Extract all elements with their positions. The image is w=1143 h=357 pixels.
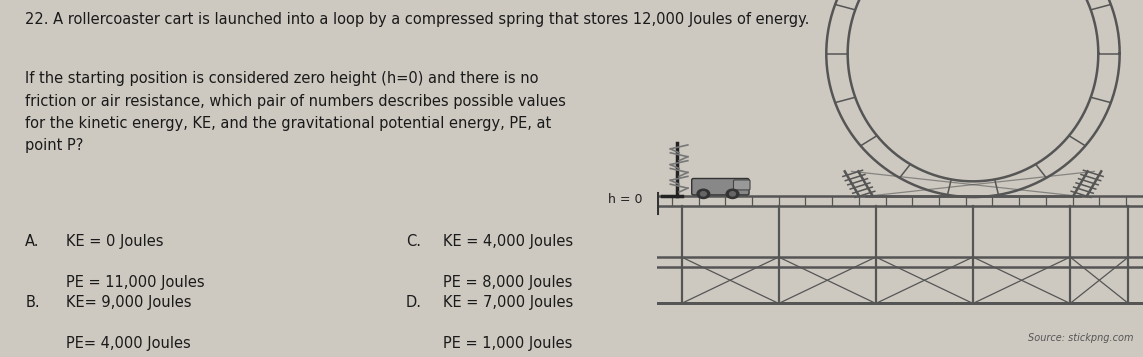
FancyBboxPatch shape [734, 180, 750, 190]
Text: PE= 4,000 Joules: PE= 4,000 Joules [66, 336, 191, 351]
Text: If the starting position is considered zero height (h=0) and there is no
frictio: If the starting position is considered z… [25, 71, 566, 153]
Text: KE = 0 Joules: KE = 0 Joules [66, 234, 163, 249]
Circle shape [729, 192, 735, 196]
Text: B.: B. [25, 295, 40, 310]
Text: A.: A. [25, 234, 40, 249]
Circle shape [726, 189, 738, 198]
Text: h = 0: h = 0 [608, 193, 642, 206]
Text: 22. A rollercoaster cart is launched into a loop by a compressed spring that sto: 22. A rollercoaster cart is launched int… [25, 12, 809, 27]
Text: KE = 7,000 Joules: KE = 7,000 Joules [443, 295, 574, 310]
Text: KE = 4,000 Joules: KE = 4,000 Joules [443, 234, 574, 249]
Circle shape [701, 192, 706, 196]
Circle shape [697, 189, 710, 198]
Text: D.: D. [406, 295, 422, 310]
Text: PE = 11,000 Joules: PE = 11,000 Joules [66, 275, 205, 290]
Text: PE = 8,000 Joules: PE = 8,000 Joules [443, 275, 573, 290]
Text: PE = 1,000 Joules: PE = 1,000 Joules [443, 336, 573, 351]
Text: Source: stickpng.com: Source: stickpng.com [1028, 333, 1134, 343]
FancyBboxPatch shape [692, 178, 749, 195]
Text: KE= 9,000 Joules: KE= 9,000 Joules [66, 295, 192, 310]
Text: C.: C. [406, 234, 421, 249]
